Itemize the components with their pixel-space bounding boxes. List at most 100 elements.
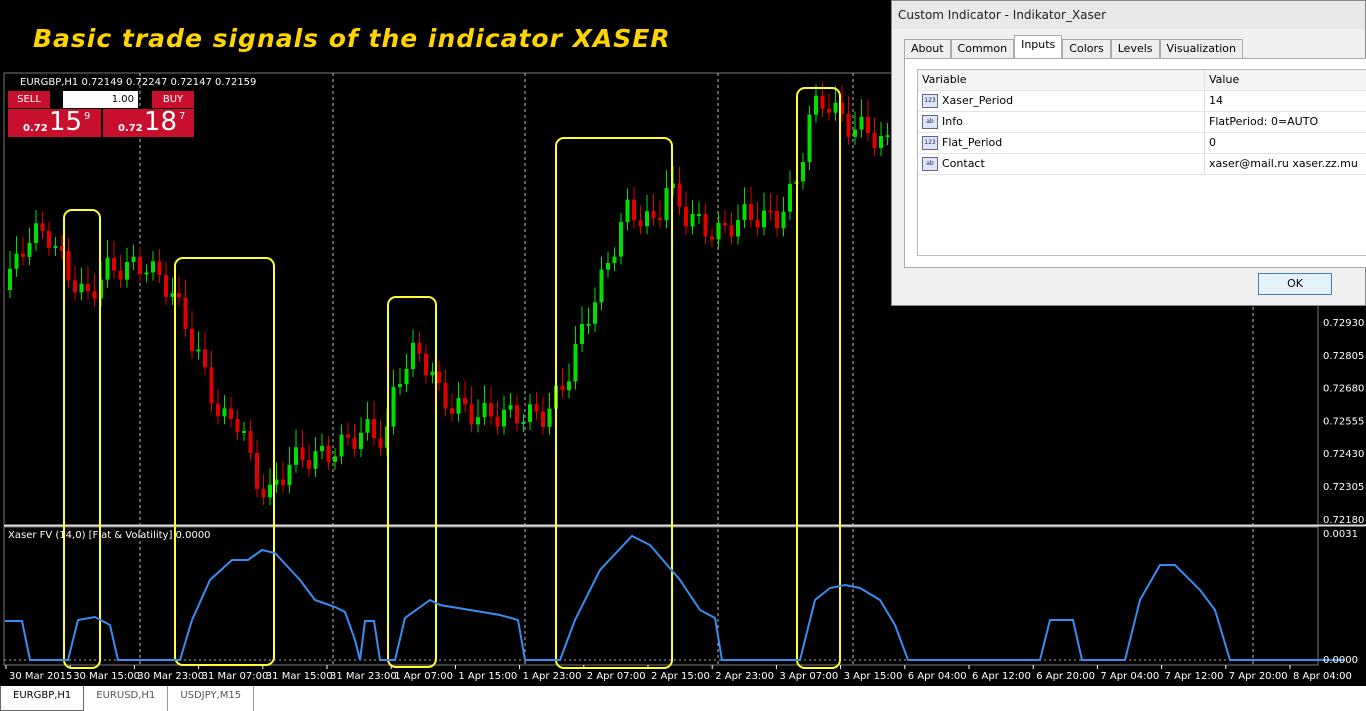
candle-body	[833, 102, 838, 113]
candle-body	[762, 210, 766, 228]
candle-body	[781, 211, 786, 229]
chart-tab[interactable]: USDJPY,M15	[168, 686, 255, 711]
candle-body	[320, 445, 324, 452]
candle-body	[534, 404, 539, 412]
dialog-tab[interactable]: Levels	[1110, 39, 1160, 59]
candle-body	[658, 217, 662, 221]
time-label: 30 Mar 23:00	[137, 671, 204, 682]
candle-body	[710, 236, 714, 240]
candle-body	[40, 223, 45, 231]
signal-box	[63, 209, 101, 669]
time-label: 31 Mar 23:00	[330, 671, 397, 682]
candle-body	[645, 211, 649, 227]
candle-body	[651, 211, 656, 218]
candle-body	[859, 116, 864, 130]
candle-body	[736, 220, 740, 237]
buy-button[interactable]: BUY	[152, 91, 194, 108]
candle-body	[86, 283, 90, 292]
candle-body	[157, 261, 162, 276]
candle-body	[521, 422, 526, 425]
dialog-tab[interactable]: Inputs	[1014, 35, 1063, 59]
dialog-tabs: About Common Inputs Colors Levels Visualizati…	[904, 35, 1244, 59]
candle-body	[326, 445, 331, 462]
candle-body	[430, 371, 435, 376]
candle-body	[164, 275, 168, 297]
input-row[interactable]: 123 Xaser_Period 14	[918, 91, 1366, 112]
candle-body	[528, 404, 532, 423]
candle-body	[846, 114, 851, 137]
time-label: 3 Apr 15:00	[844, 671, 903, 682]
sell-price[interactable]: 0.72 15 9	[8, 107, 101, 137]
candle-body	[261, 489, 266, 498]
candle-body	[118, 270, 123, 280]
variable-name: Xaser_Period	[942, 94, 1014, 107]
candle-body	[92, 291, 97, 299]
candle-body	[346, 434, 350, 438]
candle-body	[274, 479, 279, 485]
candle-body	[768, 210, 773, 213]
dialog-tab[interactable]: Common	[950, 39, 1015, 59]
sell-button[interactable]: SELL	[8, 91, 50, 108]
candle-body	[820, 95, 825, 109]
candle-body	[216, 403, 220, 417]
candle-body	[606, 262, 610, 270]
candle-body	[183, 297, 188, 329]
dialog-tab[interactable]: Visualization	[1159, 39, 1244, 59]
input-row[interactable]: 123 Flat_Period 0	[918, 133, 1366, 154]
candle-body	[703, 213, 708, 237]
price-label: 0.72930	[1323, 318, 1364, 329]
time-label: 7 Apr 20:00	[1229, 671, 1288, 682]
buy-sup: 7	[179, 111, 186, 122]
type-icon: 123	[922, 94, 938, 108]
dialog-tab[interactable]: About	[904, 39, 951, 59]
candle-body	[66, 251, 71, 281]
time-label: 7 Apr 12:00	[1165, 671, 1224, 682]
price-label: 0.72680	[1323, 384, 1364, 395]
candle-body	[424, 353, 428, 376]
inputs-panel: Variable Value 123 Xaser_Period 14 ab Info Fl…	[904, 58, 1366, 268]
candle-body	[586, 323, 591, 326]
candle-body	[482, 403, 487, 418]
candle-body	[775, 211, 779, 229]
candle-body	[437, 371, 441, 383]
candle-body	[190, 328, 194, 351]
chart-tab[interactable]: EURUSD,H1	[84, 686, 169, 711]
buy-prefix: 0.72	[118, 123, 143, 134]
column-header: Value	[1209, 73, 1240, 86]
signal-box	[555, 137, 673, 669]
value-cell: FlatPeriod: 0=AUTO	[1209, 115, 1319, 128]
variable-name: Contact	[942, 157, 985, 170]
candle-body	[248, 430, 253, 453]
lot-input[interactable]: 1.00	[63, 91, 138, 108]
type-icon: ab	[922, 115, 938, 129]
chart-tab[interactable]: EURGBP,H1	[0, 686, 85, 711]
time-label: 6 Apr 20:00	[1036, 671, 1095, 682]
input-row[interactable]: ab Info FlatPeriod: 0=AUTO	[918, 112, 1366, 133]
candle-body	[853, 129, 857, 137]
price-label: 0.72430	[1323, 449, 1364, 460]
buy-price[interactable]: 0.72 18 7	[103, 107, 194, 137]
candle-body	[664, 188, 669, 221]
candle-body	[339, 434, 344, 457]
candle-body	[872, 133, 877, 148]
candle-body	[716, 222, 721, 240]
candle-body	[612, 256, 617, 263]
input-row[interactable]: ab Contact xaser@mail.ru xaser.zz.mu	[918, 154, 1366, 175]
ok-button[interactable]: OK	[1258, 273, 1332, 295]
candle-body	[729, 225, 734, 237]
dialog-tab[interactable]: Colors	[1062, 39, 1111, 59]
candle-body	[801, 161, 805, 182]
sell-prefix: 0.72	[23, 123, 48, 134]
dialog: Custom Indicator - Indikator_Xaser About…	[891, 0, 1366, 306]
time-label: 2 Apr 15:00	[651, 671, 710, 682]
candle-body	[879, 136, 883, 148]
chart-tabs: EURGBP,H1 EURUSD,H1 USDJPY,M15	[0, 686, 1366, 711]
variable-cell: ab Contact	[918, 154, 1205, 174]
candle-body	[268, 484, 272, 498]
signal-box	[174, 257, 275, 666]
candle-body	[8, 268, 12, 290]
indicator-label: Xaser FV (14,0) [Flat & Volatility] 0.00…	[8, 530, 211, 541]
candle-body	[235, 419, 240, 432]
candle-body	[463, 398, 467, 405]
candle-body	[541, 411, 545, 427]
